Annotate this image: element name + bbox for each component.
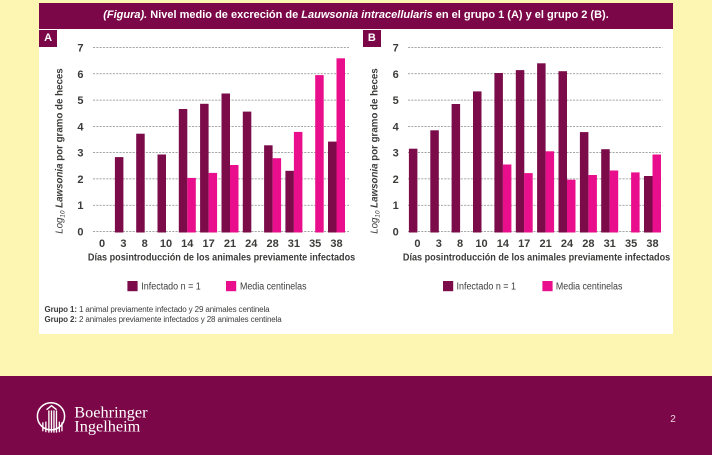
svg-text:1: 1 bbox=[393, 200, 399, 212]
svg-text:2: 2 bbox=[670, 414, 676, 425]
svg-text:17: 17 bbox=[202, 238, 214, 250]
svg-text:Infectado n = 1: Infectado n = 1 bbox=[141, 282, 201, 293]
svg-text:0: 0 bbox=[77, 227, 83, 239]
svg-text:21: 21 bbox=[539, 238, 551, 250]
svg-text:35: 35 bbox=[625, 238, 637, 250]
svg-text:Log10 Lawsonia por gramo de he: Log10 Lawsonia por gramo de heces bbox=[55, 68, 67, 234]
svg-text:24: 24 bbox=[245, 238, 258, 250]
svg-text:31: 31 bbox=[604, 238, 616, 250]
svg-text:7: 7 bbox=[393, 43, 399, 55]
svg-text:6: 6 bbox=[77, 69, 83, 81]
svg-text:24: 24 bbox=[561, 238, 574, 250]
svg-text:21: 21 bbox=[224, 238, 236, 250]
svg-text:10: 10 bbox=[475, 238, 487, 250]
svg-text:8: 8 bbox=[457, 238, 463, 250]
svg-text:Media centinelas: Media centinelas bbox=[240, 282, 307, 293]
svg-text:10: 10 bbox=[160, 238, 172, 250]
svg-text:2: 2 bbox=[393, 174, 399, 186]
svg-text:7: 7 bbox=[77, 43, 83, 55]
svg-text:Días posintroducción de los an: Días posintroducción de los animales pre… bbox=[403, 251, 670, 263]
svg-text:14: 14 bbox=[181, 238, 194, 250]
svg-text:Media centinelas: Media centinelas bbox=[556, 282, 623, 293]
svg-text:5: 5 bbox=[77, 95, 83, 107]
svg-text:4: 4 bbox=[77, 121, 84, 133]
svg-text:28: 28 bbox=[582, 238, 594, 250]
svg-text:0: 0 bbox=[414, 238, 420, 250]
svg-text:5: 5 bbox=[393, 95, 399, 107]
svg-text:Ingelheim: Ingelheim bbox=[74, 417, 140, 436]
svg-text:3: 3 bbox=[393, 148, 399, 160]
svg-text:14: 14 bbox=[497, 238, 510, 250]
svg-text:Infectado n = 1: Infectado n = 1 bbox=[457, 282, 517, 293]
svg-text:8: 8 bbox=[142, 238, 148, 250]
svg-text:28: 28 bbox=[266, 238, 278, 250]
svg-text:38: 38 bbox=[330, 238, 342, 250]
svg-text:0: 0 bbox=[393, 227, 399, 239]
svg-text:17: 17 bbox=[518, 238, 530, 250]
svg-text:38: 38 bbox=[646, 238, 658, 250]
svg-text:Boehringer: Boehringer bbox=[74, 402, 148, 421]
svg-text:31: 31 bbox=[288, 238, 300, 250]
svg-text:35: 35 bbox=[309, 238, 321, 250]
svg-text:Log10 Lawsonia por gramo de he: Log10 Lawsonia por gramo de heces bbox=[370, 68, 382, 234]
svg-text:0: 0 bbox=[99, 238, 105, 250]
svg-text:4: 4 bbox=[393, 121, 400, 133]
svg-text:3: 3 bbox=[77, 148, 83, 160]
svg-text:2: 2 bbox=[77, 174, 83, 186]
svg-text:3: 3 bbox=[436, 238, 442, 250]
svg-text:3: 3 bbox=[120, 238, 126, 250]
svg-text:1: 1 bbox=[77, 200, 83, 212]
svg-text:6: 6 bbox=[393, 69, 399, 81]
svg-text:Días posintroducción de los an: Días posintroducción de los animales pre… bbox=[88, 251, 355, 263]
